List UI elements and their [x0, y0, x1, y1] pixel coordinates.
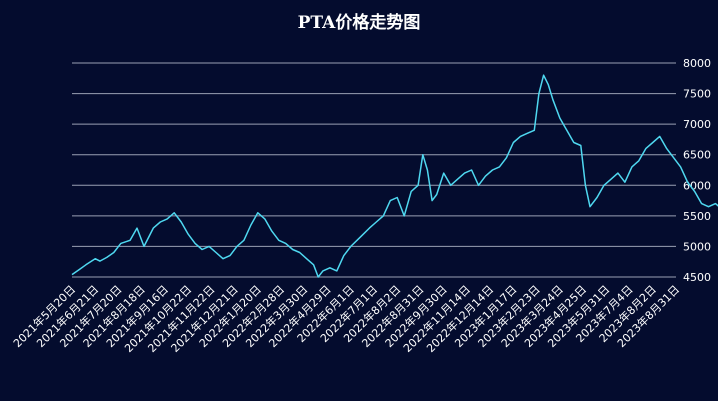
- y-tick-label: 6000: [683, 179, 711, 192]
- y-tick-label: 5000: [683, 240, 711, 253]
- y-tick-label: 4500: [683, 271, 711, 284]
- y-tick-label: 6500: [683, 149, 711, 162]
- series-line-group: [71, 74, 718, 278]
- y-tick-label: 5500: [683, 210, 711, 223]
- gridlines: [72, 62, 676, 278]
- y-axis: 4500 5000 5500 6000 6500 7000 7500 8000: [683, 57, 711, 284]
- price-series-line: [71, 74, 718, 278]
- chart-title: PTA价格走势图: [298, 12, 421, 33]
- x-axis: 2021年5月20日2021年6月21日2021年7月20日2021年8月18日…: [10, 282, 682, 355]
- y-tick-label: 8000: [683, 57, 711, 70]
- y-tick-label: 7000: [683, 118, 711, 131]
- y-tick-label: 7500: [683, 88, 711, 101]
